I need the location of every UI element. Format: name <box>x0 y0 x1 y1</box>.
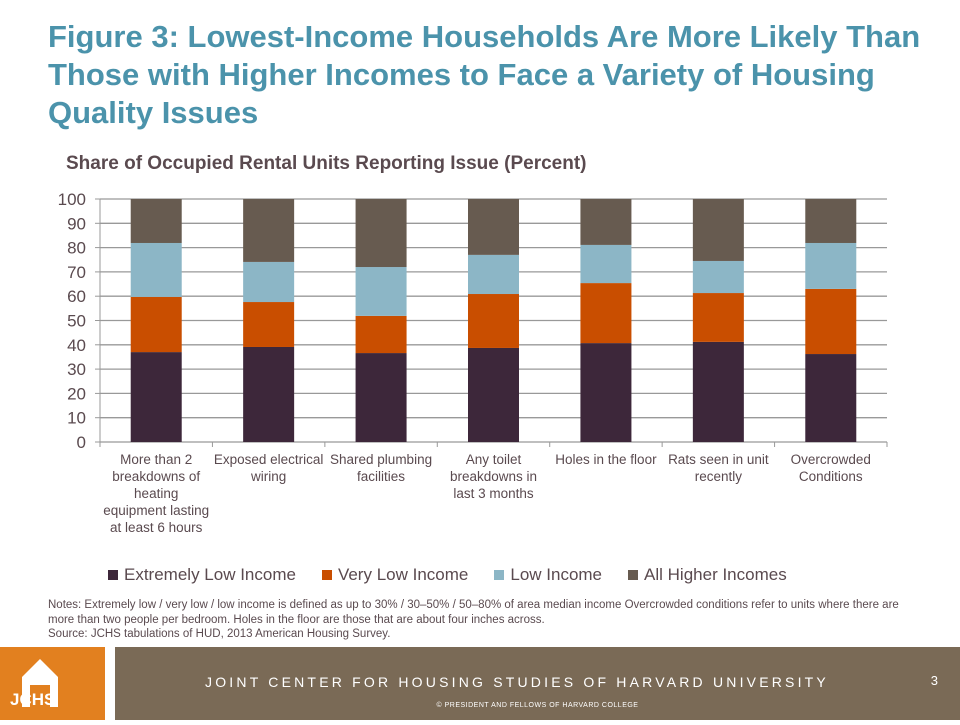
x-tick-label: Overcrowded Conditions <box>790 452 871 484</box>
bar-segment-all-higher-incomes <box>468 199 519 255</box>
legend: Extremely Low Income Very Low Income Low I… <box>108 565 787 585</box>
bar-segment-low-income <box>692 260 744 294</box>
chart-title: Share of Occupied Rental Units Reporting… <box>66 153 587 174</box>
bar-segment-low-income <box>805 242 857 289</box>
organization-name: JOINT CENTER FOR HOUSING STUDIES OF HARV… <box>205 674 829 690</box>
bar-segment-extremely-low-income <box>243 346 295 442</box>
legend-item: Very Low Income <box>321 565 469 585</box>
y-tick-label: 40 <box>67 336 86 355</box>
bar-segment-low-income <box>130 242 182 297</box>
bar-segment-very-low-income <box>468 294 519 348</box>
page-number: 3 <box>930 673 938 688</box>
bar-segment-extremely-low-income <box>580 343 632 442</box>
legend-swatch <box>108 570 118 580</box>
x-tick-label: Any toilet breakdowns in last 3 months <box>449 452 538 501</box>
bar-segment-all-higher-incomes <box>580 199 632 245</box>
y-tick-label: 30 <box>67 360 86 379</box>
slide-title: Figure 3: Lowest-Income Households Are M… <box>48 19 921 130</box>
bar-segment-all-higher-incomes <box>692 199 744 261</box>
bar-segment-all-higher-incomes <box>805 199 857 243</box>
legend-label: Low Income <box>510 565 603 584</box>
bar-segment-extremely-low-income <box>468 347 519 442</box>
house-logo-icon <box>22 659 58 707</box>
legend-item: Extremely Low Income <box>108 565 296 585</box>
notes: Notes: Extremely low / very low / low in… <box>48 598 928 642</box>
legend-swatch <box>494 570 505 580</box>
footer-band: JOINT CENTER FOR HOUSING STUDIES OF HARV… <box>115 647 960 720</box>
y-tick-label: 20 <box>67 384 86 403</box>
y-tick-label: 60 <box>67 287 86 306</box>
legend-label: Very Low Income <box>337 565 469 584</box>
legend-swatch <box>628 570 639 580</box>
bar-segment-very-low-income <box>355 315 407 354</box>
bar-segment-very-low-income <box>130 296 182 353</box>
bar-segment-very-low-income <box>243 302 295 347</box>
y-tick-label: 90 <box>67 214 86 233</box>
x-tick-label: Rats seen in unit recently <box>668 452 769 484</box>
bar-segment-all-higher-incomes <box>130 199 182 243</box>
legend-label: All Higher Incomes <box>644 565 787 584</box>
bar-segment-low-income <box>468 254 519 295</box>
bar-segment-all-higher-incomes <box>243 199 295 262</box>
y-tick-label: 0 <box>77 433 86 452</box>
bar-segment-all-higher-incomes <box>355 199 407 268</box>
x-tick-label: More than 2 breakdowns of heating equipm… <box>103 452 210 535</box>
legend-item: Low Income <box>494 565 602 585</box>
footer: JCHS JOINT CENTER FOR HOUSING STUDIES OF… <box>0 647 960 720</box>
source-text: Source: JCHS tabulations of HUD, 2013 Am… <box>48 628 391 640</box>
legend-swatch <box>321 570 332 580</box>
bar-segment-very-low-income <box>580 283 632 344</box>
bar-segment-extremely-low-income <box>692 341 744 442</box>
bar-segment-low-income <box>580 244 632 284</box>
notes-text: Notes: Extremely low / very low / low in… <box>48 599 899 626</box>
bar-segment-low-income <box>355 267 407 316</box>
copyright: © PRESIDENT AND FELLOWS OF HARVARD COLLE… <box>436 702 639 709</box>
bar-segment-extremely-low-income <box>130 352 182 442</box>
y-tick-label: 80 <box>67 239 86 258</box>
logo-text: JCHS <box>10 690 56 709</box>
jchs-logo: JCHS <box>0 647 105 720</box>
legend-label: Extremely Low Income <box>124 565 296 584</box>
bar-segment-very-low-income <box>805 288 857 355</box>
stacked-bar-chart: 0 10 20 30 40 50 60 70 80 90 100 <box>58 190 888 452</box>
y-tick-label: 70 <box>67 263 86 282</box>
bar-segment-very-low-income <box>692 293 744 342</box>
x-tick-label: Holes in the floor <box>555 452 657 467</box>
y-tick-label: 10 <box>67 409 86 428</box>
bar-segment-extremely-low-income <box>355 353 407 442</box>
y-tick-label: 50 <box>67 312 86 331</box>
y-tick-label: 100 <box>58 190 86 209</box>
bar-segment-extremely-low-income <box>805 354 857 442</box>
bar-segment-low-income <box>243 261 295 303</box>
x-tick-label: Shared plumbing facilities <box>330 452 433 484</box>
x-tick-label: Exposed electrical wiring <box>213 452 324 484</box>
legend-item: All Higher Incomes <box>628 565 787 585</box>
